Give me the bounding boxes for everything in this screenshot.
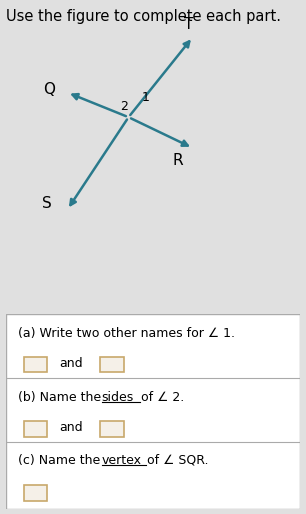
FancyBboxPatch shape bbox=[6, 314, 300, 509]
FancyBboxPatch shape bbox=[24, 421, 47, 436]
Text: sides: sides bbox=[102, 391, 134, 404]
FancyBboxPatch shape bbox=[100, 357, 124, 372]
Text: 2: 2 bbox=[120, 100, 128, 113]
FancyBboxPatch shape bbox=[24, 485, 47, 501]
Text: of ∠ SQR.: of ∠ SQR. bbox=[147, 453, 209, 467]
Text: T: T bbox=[184, 17, 193, 32]
Text: vertex: vertex bbox=[102, 453, 142, 467]
Text: R: R bbox=[173, 153, 184, 168]
Text: (a) Write two other names for ∠ 1.: (a) Write two other names for ∠ 1. bbox=[18, 326, 235, 340]
Text: of ∠ 2.: of ∠ 2. bbox=[141, 391, 185, 404]
Text: (c) Name the: (c) Name the bbox=[18, 453, 104, 467]
FancyBboxPatch shape bbox=[24, 357, 47, 372]
Text: (b) Name the: (b) Name the bbox=[18, 391, 105, 404]
Text: Q: Q bbox=[43, 82, 55, 97]
Text: Use the figure to complete each part.: Use the figure to complete each part. bbox=[6, 9, 281, 24]
Text: and: and bbox=[59, 421, 83, 434]
FancyBboxPatch shape bbox=[100, 421, 124, 436]
Text: 1: 1 bbox=[141, 90, 149, 104]
Text: and: and bbox=[59, 357, 83, 370]
Text: S: S bbox=[42, 196, 52, 211]
